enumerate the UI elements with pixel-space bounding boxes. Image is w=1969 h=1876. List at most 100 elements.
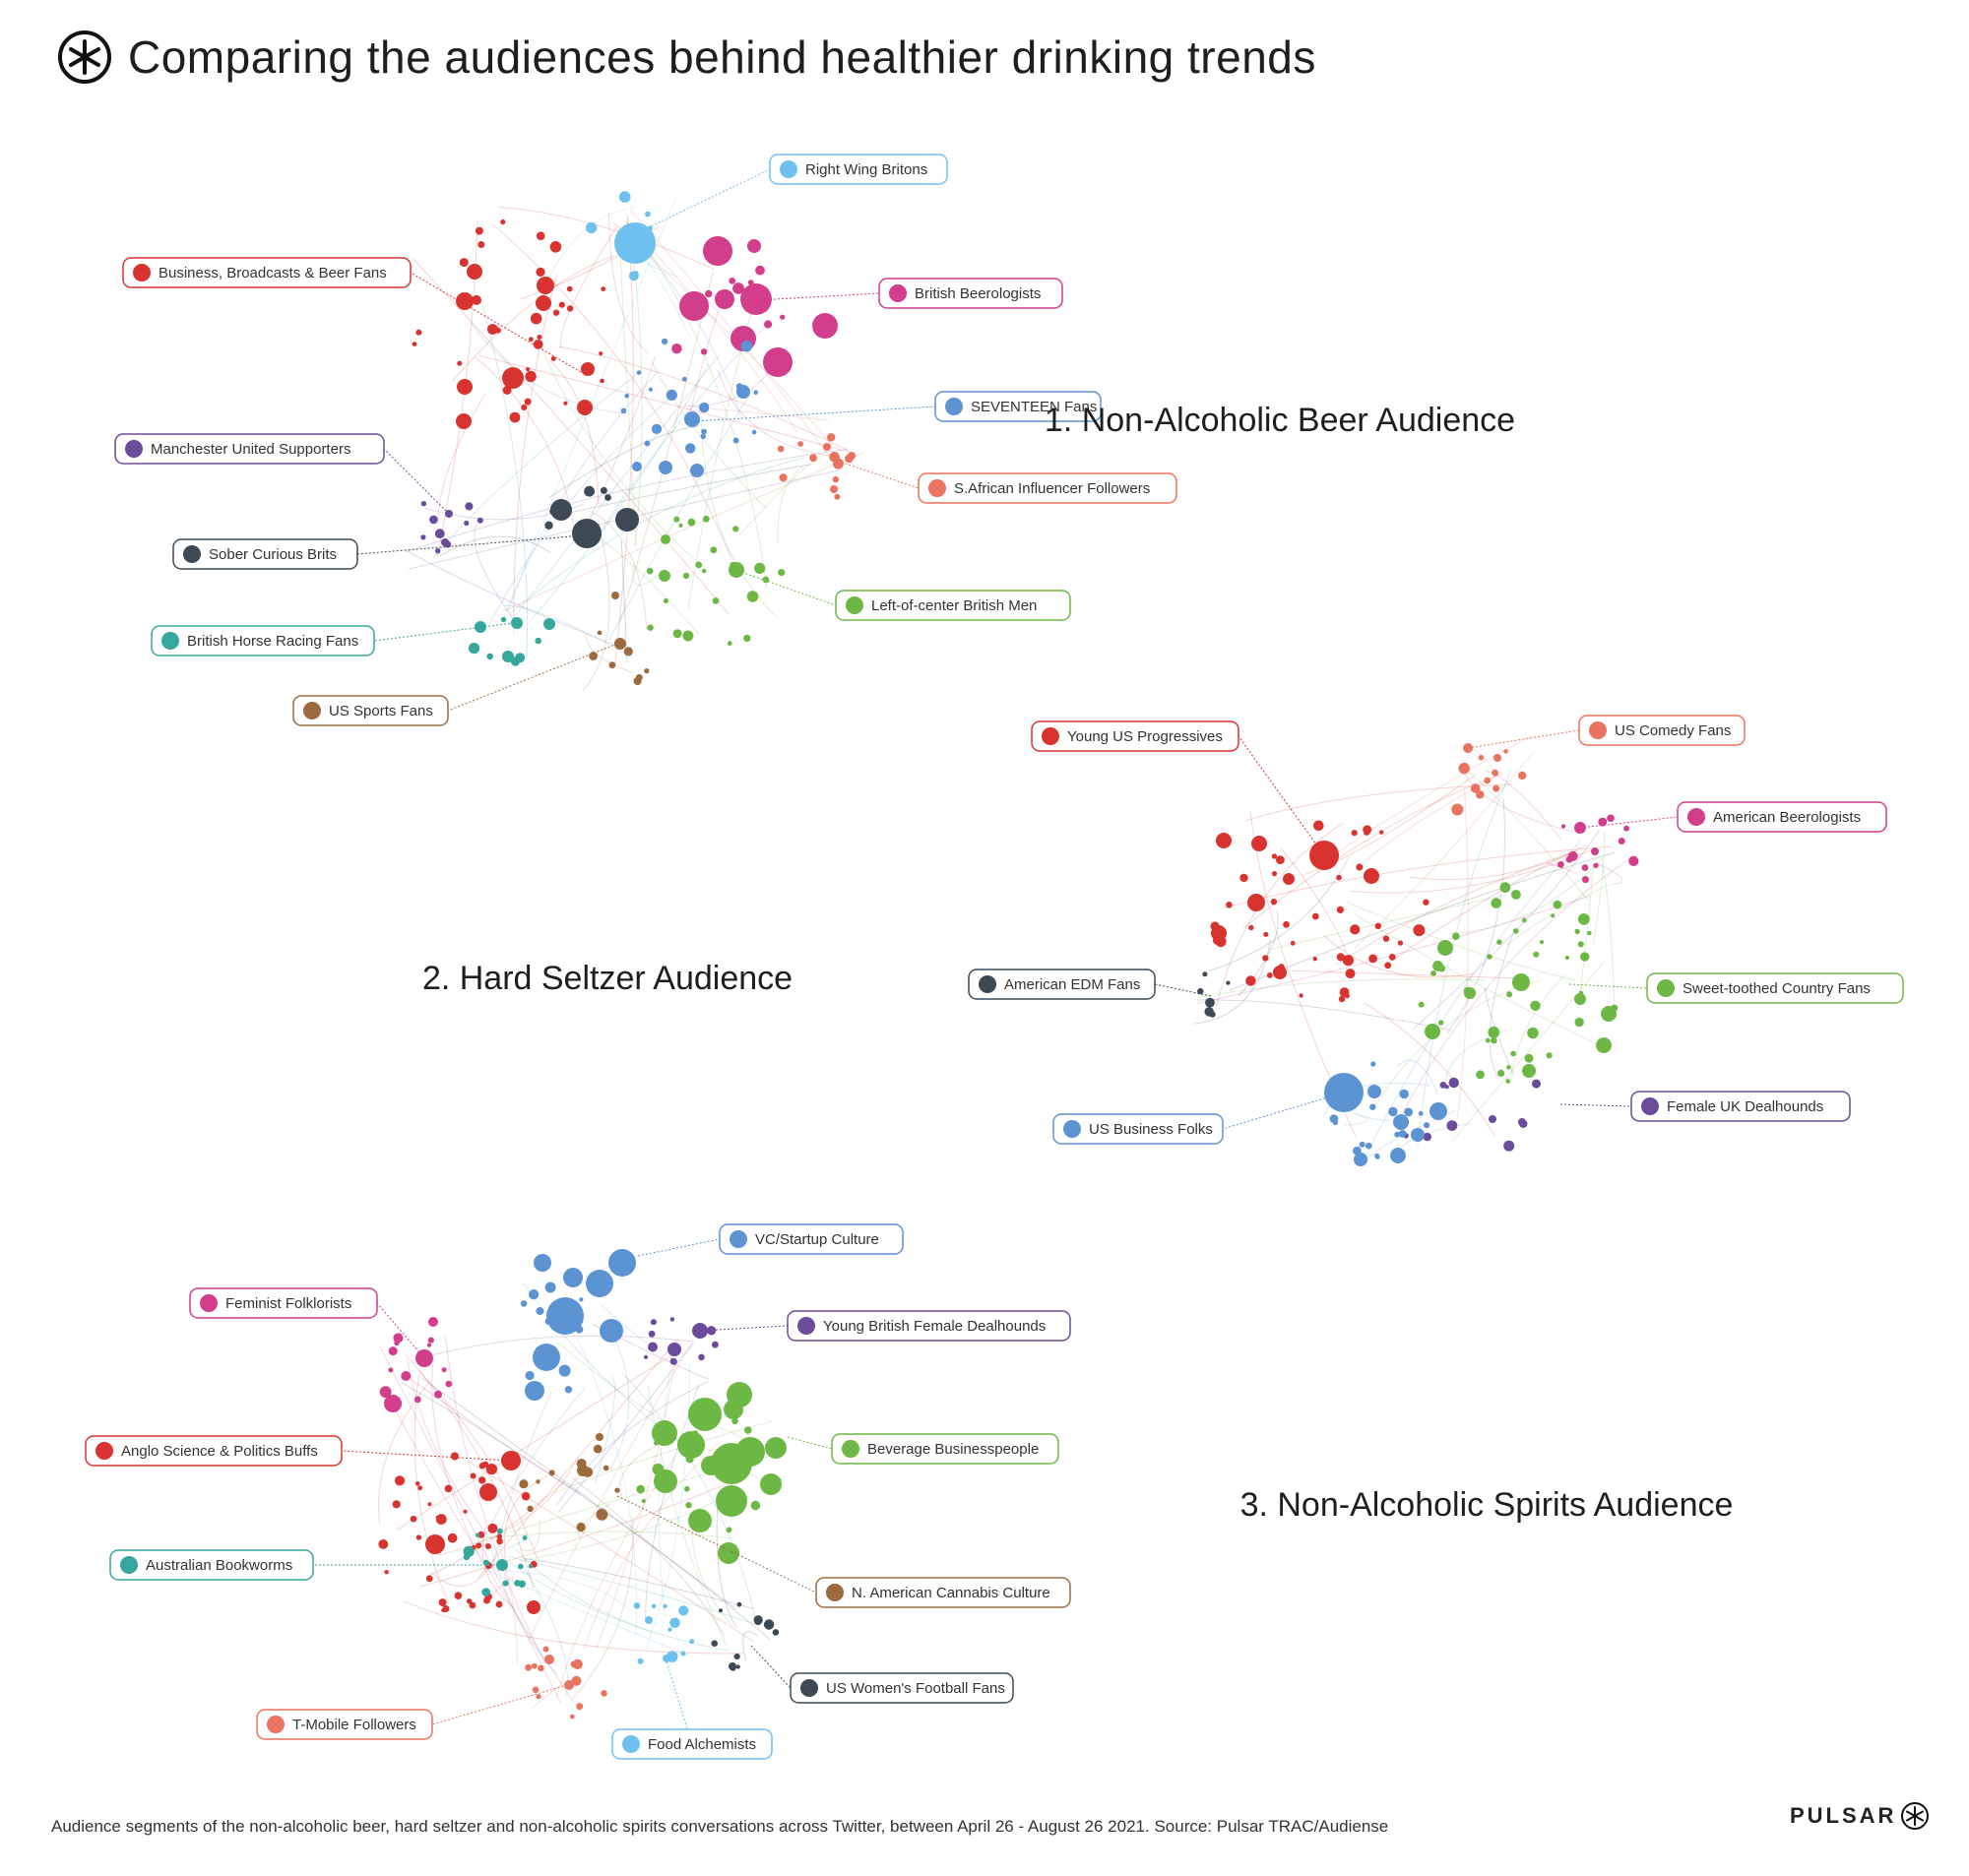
network-node bbox=[1510, 1050, 1516, 1057]
network-node bbox=[415, 329, 422, 336]
network-edge bbox=[431, 1362, 483, 1565]
network-edge bbox=[421, 1377, 737, 1610]
pulsar-asterisk-icon bbox=[1901, 1802, 1930, 1830]
network-node bbox=[1345, 969, 1356, 979]
network-node bbox=[496, 1533, 502, 1539]
network-edge bbox=[558, 345, 851, 453]
network-node bbox=[635, 673, 643, 681]
network-node bbox=[542, 1646, 549, 1653]
network-node bbox=[827, 433, 836, 442]
network-node bbox=[1451, 803, 1464, 816]
network-node bbox=[1404, 1107, 1413, 1117]
network-node bbox=[1336, 953, 1345, 962]
network-node bbox=[646, 567, 654, 575]
network-edge bbox=[1389, 844, 1587, 963]
network-node bbox=[525, 1370, 535, 1381]
legend-dot bbox=[846, 596, 863, 614]
leader-line bbox=[737, 570, 837, 606]
network-edge bbox=[641, 239, 768, 589]
segment-cluster bbox=[379, 1317, 453, 1412]
network-node bbox=[475, 621, 486, 633]
network-node bbox=[1290, 940, 1296, 946]
network-node bbox=[701, 428, 707, 435]
network-node bbox=[678, 1605, 689, 1616]
network-node bbox=[643, 1354, 649, 1359]
network-edge bbox=[618, 228, 637, 546]
legend-dot bbox=[842, 1440, 859, 1458]
segment-label: N. American Cannabis Culture bbox=[616, 1495, 1071, 1608]
network-node bbox=[834, 493, 841, 500]
network-edge bbox=[1280, 846, 1347, 952]
network-node bbox=[1503, 749, 1508, 754]
network-node bbox=[780, 314, 786, 320]
network-node bbox=[536, 267, 545, 277]
network-node bbox=[1527, 1027, 1539, 1039]
label-box bbox=[831, 1433, 1059, 1465]
network-edge bbox=[451, 255, 614, 383]
network-node bbox=[1493, 754, 1501, 762]
network-edge bbox=[1364, 1002, 1495, 1137]
network-node bbox=[417, 1485, 423, 1491]
network-node bbox=[484, 1543, 491, 1549]
network-edge bbox=[1399, 855, 1634, 1120]
label-box bbox=[878, 278, 1063, 309]
network-edge bbox=[419, 1474, 748, 1588]
network-edge bbox=[629, 210, 834, 463]
network-node bbox=[614, 1487, 620, 1493]
segment-cluster bbox=[777, 433, 856, 500]
network-node bbox=[1598, 817, 1608, 827]
network-node bbox=[797, 441, 803, 447]
network-node bbox=[527, 1505, 534, 1513]
label-box bbox=[790, 1672, 1014, 1704]
label-box bbox=[292, 695, 449, 726]
network-node bbox=[589, 652, 598, 660]
legend-dot bbox=[889, 284, 907, 302]
network-node bbox=[1263, 931, 1269, 937]
network-node bbox=[435, 548, 441, 554]
network-node bbox=[1204, 1007, 1214, 1017]
network-node bbox=[457, 379, 473, 395]
network-edge bbox=[515, 1549, 654, 1633]
segment-label: US Sports Fans bbox=[292, 643, 618, 726]
network-node bbox=[651, 423, 663, 434]
segment-label: Left-of-center British Men bbox=[737, 570, 1071, 621]
network-node bbox=[651, 1603, 657, 1609]
network-node bbox=[486, 653, 494, 660]
network-edge bbox=[583, 1443, 719, 1650]
network-node bbox=[823, 443, 831, 451]
leader-line bbox=[1238, 735, 1325, 856]
leader-line bbox=[431, 1684, 568, 1725]
network-node bbox=[576, 1703, 584, 1711]
network-node bbox=[706, 1326, 717, 1336]
network-edge bbox=[739, 458, 822, 535]
network-node bbox=[1342, 955, 1354, 967]
network-node bbox=[636, 370, 642, 375]
network-node bbox=[1577, 913, 1590, 925]
segment-cluster bbox=[1210, 820, 1429, 1003]
network-node bbox=[426, 1343, 432, 1347]
network-node bbox=[1266, 972, 1273, 978]
leader-line bbox=[383, 448, 450, 515]
network-node bbox=[538, 1664, 544, 1672]
network-node bbox=[463, 1509, 468, 1514]
network-edge bbox=[1484, 987, 1515, 1076]
network-edge bbox=[589, 510, 648, 631]
network-node bbox=[1366, 1142, 1372, 1150]
network-node bbox=[552, 309, 560, 316]
network-node bbox=[519, 1479, 529, 1489]
network-node bbox=[520, 1300, 528, 1307]
network-node bbox=[526, 367, 531, 372]
network-node bbox=[1398, 1130, 1407, 1138]
network-node bbox=[487, 324, 498, 335]
network-edge bbox=[1335, 850, 1576, 966]
network-node bbox=[576, 1522, 586, 1532]
network-edge bbox=[528, 1343, 694, 1641]
network-node bbox=[1518, 771, 1527, 781]
network-edge bbox=[1271, 894, 1507, 950]
network-node bbox=[832, 458, 844, 469]
network-edge bbox=[467, 1460, 754, 1643]
segment-label: SEVENTEEN Fans bbox=[693, 391, 1102, 422]
network-node bbox=[736, 385, 750, 399]
header: Comparing the audiences behind healthier… bbox=[57, 30, 1316, 85]
network-node bbox=[740, 340, 753, 352]
